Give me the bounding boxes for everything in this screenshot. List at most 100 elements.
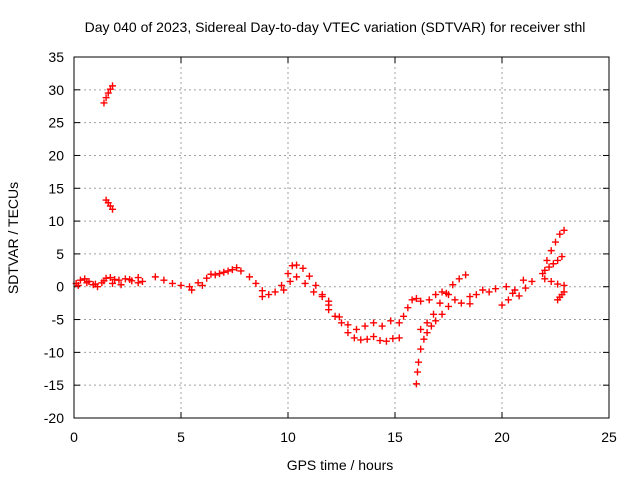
data-point	[451, 296, 459, 304]
data-point	[188, 286, 196, 294]
plot-area	[74, 57, 609, 418]
data-point	[560, 288, 568, 296]
data-point	[547, 277, 555, 285]
y-axis: -20 -15 -10 -5 0 5 10 15 20 25 30 35	[44, 49, 609, 426]
data-point	[560, 281, 568, 289]
data-point	[134, 274, 142, 282]
data-point	[318, 293, 326, 301]
data-point	[216, 270, 224, 278]
chart-title: Day 040 of 2023, Sidereal Day-to-day VTE…	[85, 19, 586, 35]
y-tick-label: 0	[56, 279, 64, 295]
data-point	[430, 310, 438, 318]
data-point	[81, 275, 89, 283]
data-point	[466, 293, 474, 301]
data-point	[558, 253, 566, 261]
data-point	[400, 312, 408, 320]
series-arc-16-19h-b	[425, 288, 474, 308]
data-point	[102, 94, 110, 102]
data-point	[423, 319, 431, 327]
data-point	[519, 276, 527, 284]
data-point	[370, 333, 378, 341]
data-point	[541, 266, 549, 274]
y-tick-label: 5	[56, 246, 64, 262]
data-point	[436, 299, 444, 307]
data-point	[357, 336, 365, 344]
data-point	[387, 317, 395, 325]
data-point	[224, 267, 232, 275]
plot-frame	[73, 56, 610, 419]
x-tick-label: 15	[387, 429, 403, 445]
series-arc-0-4h-b	[74, 274, 142, 289]
data-point	[106, 274, 114, 282]
data-point	[438, 310, 446, 318]
data-point	[554, 280, 562, 288]
x-axis: 0 5 10 15 20 25	[70, 57, 617, 445]
data-point	[237, 267, 245, 275]
data-point	[376, 337, 384, 345]
data-point	[138, 277, 146, 285]
data-point	[280, 286, 288, 294]
x-tick-label: 20	[494, 429, 510, 445]
data-point	[395, 319, 403, 327]
data-point	[252, 279, 260, 287]
data-point	[552, 238, 559, 246]
x-tick-label: 25	[601, 429, 617, 445]
data-point	[528, 277, 536, 285]
y-tick-label: 15	[48, 180, 64, 196]
data-point	[258, 287, 266, 295]
data-point	[492, 285, 500, 293]
data-point	[479, 286, 487, 294]
series-arc-19-21h	[466, 276, 527, 309]
data-point	[417, 345, 425, 353]
data-point	[76, 276, 84, 284]
data-point	[109, 279, 117, 287]
data-point	[472, 291, 480, 299]
data-point	[498, 301, 506, 309]
data-point	[117, 281, 125, 289]
data-point	[455, 275, 463, 283]
series-arc-12-15h-b	[335, 313, 395, 333]
data-point	[203, 274, 211, 282]
data-point	[220, 268, 228, 276]
y-axis-label: SDTVAR / TECUs	[5, 182, 21, 294]
data-point	[556, 230, 564, 238]
y-tick-label: 20	[48, 147, 64, 163]
data-point	[293, 273, 301, 281]
data-point	[412, 295, 420, 303]
data-point	[361, 322, 369, 330]
data-point	[312, 281, 320, 289]
data-point	[91, 280, 99, 288]
series-arc-19-21h-b	[502, 277, 536, 300]
series-arc-early-high	[100, 82, 117, 107]
data-point	[432, 317, 440, 325]
data-point	[417, 325, 425, 333]
data-point	[457, 299, 465, 307]
data-point	[423, 329, 431, 337]
data-point	[413, 368, 421, 376]
y-tick-label: 25	[48, 115, 64, 131]
data-point	[344, 321, 352, 329]
data-point	[228, 266, 236, 274]
data-point	[504, 296, 512, 304]
data-point	[541, 275, 549, 283]
data-point	[344, 329, 352, 337]
data-point	[549, 260, 557, 268]
data-point	[301, 279, 309, 287]
data-point	[462, 271, 470, 279]
y-tick-label: 30	[48, 82, 64, 98]
data-point	[350, 334, 358, 342]
data-point	[265, 291, 273, 299]
data-point	[100, 99, 108, 107]
y-tick-label: -20	[44, 410, 64, 426]
y-tick-label: -10	[44, 344, 64, 360]
data-point	[168, 279, 176, 287]
data-points	[72, 82, 568, 388]
data-point	[408, 296, 416, 304]
data-point	[198, 281, 206, 289]
data-point	[278, 281, 286, 289]
data-point	[389, 335, 397, 343]
data-point	[286, 277, 294, 285]
data-point	[151, 273, 159, 281]
data-point	[325, 306, 333, 314]
data-point	[293, 261, 301, 269]
